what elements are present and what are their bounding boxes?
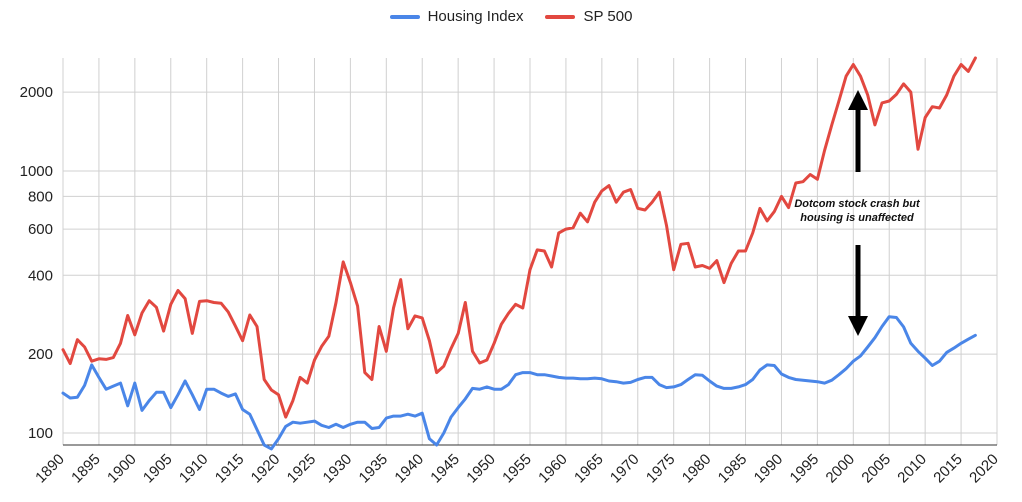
y-tick-label-600: 600 (28, 221, 53, 238)
x-tick-label-2000: 2000 (823, 451, 859, 487)
legend-item-sp500[interactable]: SP 500 (545, 8, 632, 25)
x-tick-label-1950: 1950 (463, 451, 499, 487)
legend: Housing Index SP 500 (0, 8, 1022, 25)
legend-label-housing-index: Housing Index (427, 8, 524, 25)
y-tick-label-400: 400 (28, 267, 53, 284)
legend-label-sp500: SP 500 (583, 8, 633, 25)
x-tick-label-1895: 1895 (68, 451, 104, 487)
x-tick-label-1970: 1970 (607, 451, 643, 487)
series-line-housing-index (61, 315, 977, 451)
y-tick-label-200: 200 (28, 346, 53, 363)
x-tick-label-1910: 1910 (176, 451, 212, 487)
x-tick-label-1955: 1955 (499, 451, 535, 487)
x-tick-label-1965: 1965 (571, 451, 607, 487)
series-line-sp500 (61, 56, 977, 419)
annotation-line-2: housing is unaffected (800, 212, 914, 224)
y-tick-label-800: 800 (28, 188, 53, 205)
x-tick-label-2020: 2020 (966, 451, 1002, 487)
x-tick-label-1900: 1900 (104, 451, 140, 487)
y-tick-label-2000: 2000 (20, 84, 53, 101)
x-tick-label-1990: 1990 (751, 451, 787, 487)
x-tick-label-2005: 2005 (858, 451, 894, 487)
x-tick-label-1935: 1935 (356, 451, 392, 487)
x-tick-label-1975: 1975 (643, 451, 679, 487)
legend-swatch-housing-index (389, 14, 420, 19)
x-tick-label-1915: 1915 (212, 451, 248, 487)
x-tick-label-1930: 1930 (320, 451, 356, 487)
y-tick-label-100: 100 (28, 425, 53, 442)
x-tick-label-1985: 1985 (715, 451, 751, 487)
dotcom-annotation: Dotcom stock crash but housing is unaffe… (742, 197, 972, 225)
series-lines (61, 56, 977, 451)
x-tick-label-1940: 1940 (391, 451, 427, 487)
x-tick-label-1960: 1960 (535, 451, 571, 487)
x-axis-ticks: 1890 1895 1900 1905 1910 1915 1920 1925 1930 1935… (32, 451, 1002, 487)
x-tick-label-1995: 1995 (787, 451, 823, 487)
x-tick-label-1980: 1980 (679, 451, 715, 487)
annotation-line-1: Dotcom stock crash but (794, 198, 920, 210)
x-tick-label-1920: 1920 (248, 451, 284, 487)
y-tick-label-1000: 1000 (20, 163, 53, 180)
x-tick-label-2015: 2015 (930, 451, 966, 487)
x-tick-label-1890: 1890 (32, 451, 68, 487)
legend-item-housing-index[interactable]: Housing Index (389, 8, 524, 25)
y-axis-ticks: 100 200 400 600 800 1000 2000 (20, 84, 53, 442)
x-tick-label-1925: 1925 (284, 451, 320, 487)
legend-swatch-sp500 (545, 14, 576, 19)
x-tick-label-1945: 1945 (427, 451, 463, 487)
x-tick-label-1905: 1905 (140, 451, 176, 487)
x-tick-label-2010: 2010 (894, 451, 930, 487)
